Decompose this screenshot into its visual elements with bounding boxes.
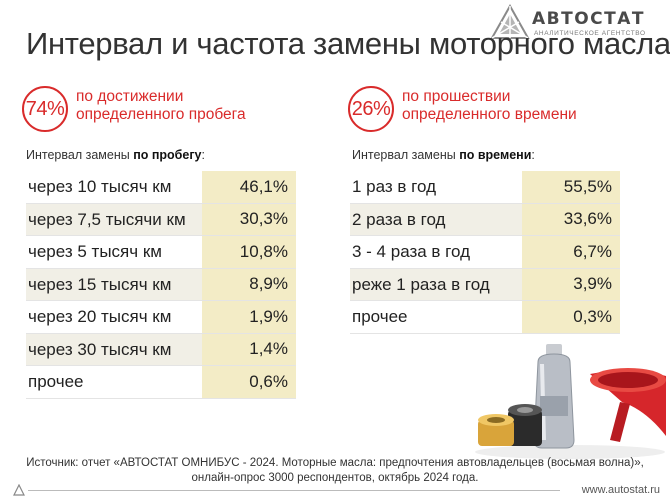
row-value: 3,9% xyxy=(522,268,620,300)
row-value: 8,9% xyxy=(202,268,296,300)
source-line2: онлайн-опрос 3000 респондентов, октябрь … xyxy=(191,471,479,484)
row-label: реже 1 раза в год xyxy=(352,274,490,294)
row-value: 1,9% xyxy=(202,301,296,333)
row-value: 10,8% xyxy=(202,236,296,268)
footer-divider xyxy=(28,490,560,491)
row-value: 0,3% xyxy=(522,301,620,333)
time-heading-suffix: : xyxy=(531,148,535,162)
kpi-time-line1: по прошествии xyxy=(402,88,511,105)
kpi-mileage-value: 74% xyxy=(22,86,68,132)
row-value: 0,6% xyxy=(202,366,296,398)
mileage-table: через 10 тысяч км 46,1% через 7,5 тысячи … xyxy=(26,171,296,399)
table-row: через 10 тысяч км 46,1% xyxy=(26,171,296,204)
row-label: прочее xyxy=(28,372,84,391)
table-row: через 5 тысяч км 10,8% xyxy=(26,236,296,269)
footer-mark-icon xyxy=(13,484,25,496)
row-value: 33,6% xyxy=(522,203,620,235)
row-value: 55,5% xyxy=(522,171,620,203)
row-label: через 7,5 тысячи км xyxy=(28,209,186,229)
mileage-heading: Интервал замены по пробегу: xyxy=(26,148,205,162)
page-title: Интервал и частота замены моторного масл… xyxy=(26,26,670,61)
table-row: прочее 0,6% xyxy=(26,366,296,399)
table-row: через 15 тысяч км 8,9% xyxy=(26,268,296,301)
kpi-mileage-caption: по достижении определенного пробега xyxy=(76,88,316,124)
time-table: 1 раз в год 55,5% 2 раза в год 33,6% 3 - 4… xyxy=(350,171,620,334)
kpi-mileage-line1: по достижении xyxy=(76,88,184,105)
row-value: 30,3% xyxy=(202,203,296,235)
brand-logo: АВТОСТАТ Аналитическое агентство xyxy=(490,4,650,44)
source-line1: Источник: отчет «АВТОСТАТ ОМНИБУС - 2024… xyxy=(26,457,644,469)
brand-name: АВТОСТАТ xyxy=(532,9,645,29)
source-note: Источник: отчет «АВТОСТАТ ОМНИБУС - 2024… xyxy=(0,456,670,485)
row-label: через 30 тысяч км xyxy=(28,339,172,359)
kpi-mileage-line2: определенного пробега xyxy=(76,106,246,123)
row-value: 46,1% xyxy=(202,171,296,203)
footer-url[interactable]: www.autostat.ru xyxy=(581,484,660,496)
row-label: 3 - 4 раза в год xyxy=(352,242,471,261)
table-row: через 30 тысяч км 1,4% xyxy=(26,333,296,366)
table-row: 2 раза в год 33,6% xyxy=(350,203,620,236)
kpi-time-caption: по прошествии определенного времени xyxy=(402,88,642,124)
oil-products-illustration xyxy=(475,344,666,459)
row-label: 2 раза в год xyxy=(352,209,446,229)
mileage-heading-prefix: Интервал замены xyxy=(26,148,130,162)
time-heading-prefix: Интервал замены xyxy=(352,148,456,162)
row-label: через 20 тысяч км xyxy=(28,307,172,326)
table-row: прочее 0,3% xyxy=(350,301,620,334)
row-label: через 15 тысяч км xyxy=(28,274,172,294)
row-label: через 10 тысяч км xyxy=(28,177,172,196)
table-row: 1 раз в год 55,5% xyxy=(350,171,620,204)
row-value: 1,4% xyxy=(202,333,296,365)
autostat-logo-icon xyxy=(490,4,530,39)
row-label: 1 раз в год xyxy=(352,177,436,196)
kpi-time-value: 26% xyxy=(348,86,394,132)
brand-tagline: Аналитическое агентство xyxy=(534,30,646,37)
row-value: 6,7% xyxy=(522,236,620,268)
table-row: 3 - 4 раза в год 6,7% xyxy=(350,236,620,269)
mileage-heading-bold: по пробегу xyxy=(133,148,202,162)
table-row: через 7,5 тысячи км 30,3% xyxy=(26,203,296,236)
time-heading: Интервал замены по времени: xyxy=(352,148,535,162)
kpi-time-line2: определенного времени xyxy=(402,106,577,123)
row-label: через 5 тысяч км xyxy=(28,242,162,261)
table-row: через 20 тысяч км 1,9% xyxy=(26,301,296,334)
mileage-heading-suffix: : xyxy=(201,148,205,162)
time-heading-bold: по времени xyxy=(459,148,532,162)
row-label: прочее xyxy=(352,307,408,326)
table-row: реже 1 раза в год 3,9% xyxy=(350,268,620,301)
